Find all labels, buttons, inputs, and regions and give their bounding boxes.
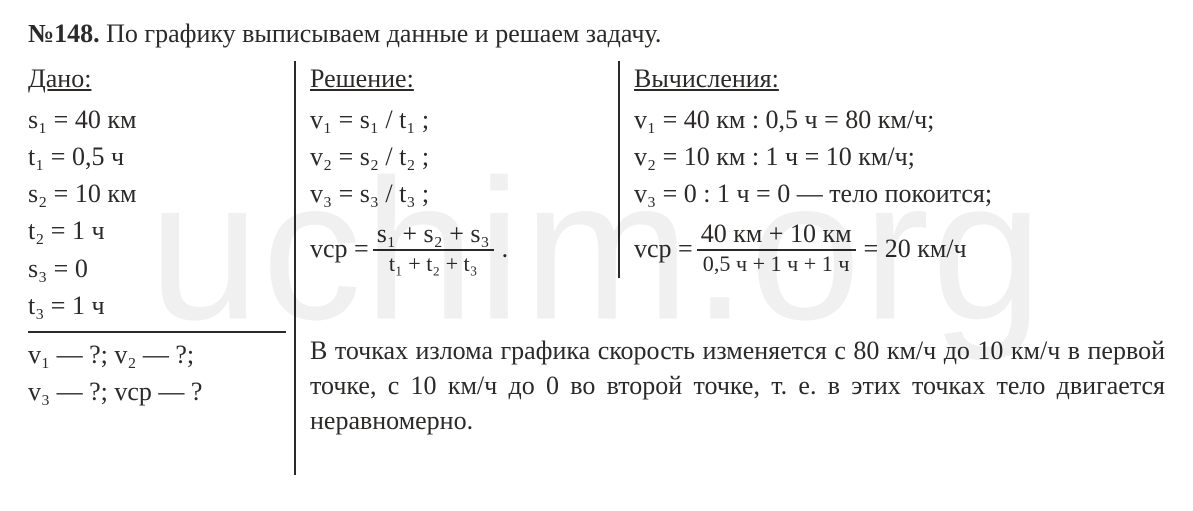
sol-vcp-lhs: vср = (310, 231, 369, 266)
given-s1: s₁ = 40 км (28, 102, 286, 137)
calc-v2: v₂ = 10 км : 1 ч = 10 км/ч; (634, 139, 1157, 174)
given-find-block: v₁ — ?; v₂ — ?; v₃ — ?; vср — ? (28, 325, 296, 475)
given-s3: s₃ = 0 (28, 251, 286, 286)
sol-v2: v₂ = s₂ / t₂ ; (310, 139, 610, 174)
task-title-line: №148. По графику выписываем данные и реш… (28, 16, 1165, 51)
sol-vcp-num: s₁ + s₂ + s₃ (373, 221, 494, 247)
calc-column: Вычисления: v₁ = 40 км : 0,5 ч = 80 км/ч… (620, 61, 1165, 277)
given-s2: s₂ = 10 км (28, 176, 286, 211)
solution-heading: Решение: (310, 61, 610, 96)
task-title-text: По графику выписываем данные и решаем за… (106, 19, 661, 48)
calc-vcp-lhs: vср = (634, 231, 693, 266)
calc-vcp-rhs: = 20 км/ч (864, 231, 967, 266)
calc-v1: v₁ = 40 км : 0,5 ч = 80 км/ч; (634, 102, 1157, 137)
given-heading: Дано: (28, 61, 286, 96)
find-line-2: v₃ — ?; vср — ? (28, 374, 286, 409)
task-number: №148. (28, 19, 100, 48)
solution-column: Решение: v₁ = s₁ / t₁ ; v₂ = s₂ / t₂ ; v… (296, 61, 620, 277)
bottom-row: v₁ — ?; v₂ — ?; v₃ — ?; vср — ? В точках… (28, 325, 1165, 475)
sol-v3: v₃ = s₃ / t₃ ; (310, 176, 610, 211)
find-line-1: v₁ — ?; v₂ — ?; (28, 337, 286, 372)
calc-heading: Вычисления: (634, 61, 1157, 96)
calc-vcp-den: 0,5 ч + 1 ч + 1 ч (699, 253, 854, 275)
given-t2: t₂ = 1 ч (28, 213, 286, 248)
sol-vcp-tail: . (502, 231, 509, 266)
horizontal-rule-icon (28, 331, 286, 333)
calc-vcp: vср = 40 км + 10 км 0,5 ч + 1 ч + 1 ч = … (634, 221, 1157, 275)
sol-vcp: vср = s₁ + s₂ + s₃ t₁ + t₂ + t₃ . (310, 221, 610, 275)
given-t1: t₁ = 0,5 ч (28, 139, 286, 174)
given-column: Дано: s₁ = 40 км t₁ = 0,5 ч s₂ = 10 км t… (28, 61, 296, 325)
explanation-text: В точках излома графика скорость изменяе… (296, 333, 1165, 438)
sol-vcp-den: t₁ + t₂ + t₃ (385, 253, 482, 275)
calc-vcp-num: 40 км + 10 км (697, 221, 856, 247)
sol-v1: v₁ = s₁ / t₁ ; (310, 102, 610, 137)
calc-vcp-fraction: 40 км + 10 км 0,5 ч + 1 ч + 1 ч (697, 221, 856, 275)
calc-v3: v₃ = 0 : 1 ч = 0 — тело покоится; (634, 176, 1157, 211)
sol-vcp-fraction: s₁ + s₂ + s₃ t₁ + t₂ + t₃ (373, 221, 494, 275)
three-column-layout: Дано: s₁ = 40 км t₁ = 0,5 ч s₂ = 10 км t… (28, 61, 1165, 325)
given-t3: t₃ = 1 ч (28, 288, 286, 323)
